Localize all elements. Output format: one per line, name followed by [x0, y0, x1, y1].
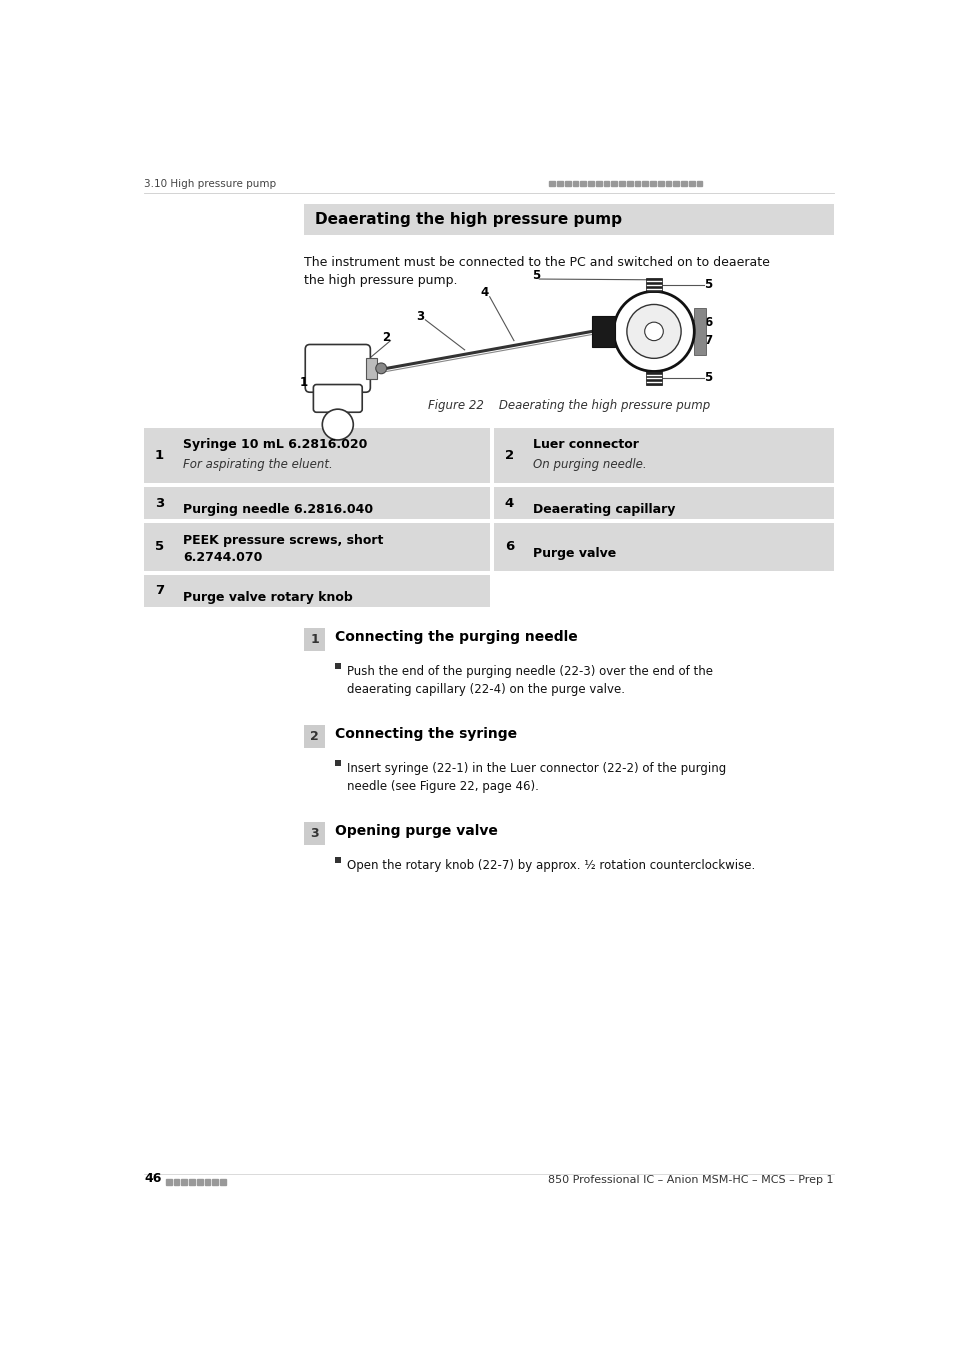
Bar: [596, 181, 601, 186]
Text: 7: 7: [154, 585, 164, 598]
Text: The instrument must be connected to the PC and switched on to deaerate
the high : The instrument must be connected to the …: [303, 256, 769, 288]
Text: 5: 5: [703, 371, 712, 385]
Text: Opening purge valve: Opening purge valve: [335, 825, 497, 838]
Bar: [196, 1179, 202, 1184]
Bar: [181, 1179, 187, 1184]
Text: 6.2744.070: 6.2744.070: [183, 551, 262, 564]
Bar: [220, 1179, 226, 1184]
Text: 3: 3: [416, 309, 423, 323]
Text: 5: 5: [154, 540, 164, 553]
Bar: [634, 181, 639, 186]
Bar: [613, 325, 615, 338]
Text: Purge valve rotary knob: Purge valve rotary knob: [183, 591, 353, 603]
Text: 46: 46: [144, 1172, 161, 1184]
FancyBboxPatch shape: [313, 385, 362, 412]
Text: Insert syringe (22-1) in the Luer connector (22-2) of the purging: Insert syringe (22-1) in the Luer connec…: [347, 761, 725, 775]
Circle shape: [644, 323, 662, 340]
Bar: [688, 181, 694, 186]
Text: 5: 5: [703, 278, 712, 292]
Bar: [587, 181, 594, 186]
Text: 7: 7: [703, 335, 712, 347]
Bar: [658, 181, 663, 186]
Circle shape: [626, 305, 680, 358]
Text: 2: 2: [504, 448, 514, 462]
Bar: [303, 725, 325, 748]
Text: Deaerating capillary: Deaerating capillary: [532, 504, 675, 516]
Text: Figure 22    Deaerating the high pressure pump: Figure 22 Deaerating the high pressure p…: [427, 400, 709, 412]
Text: Push the end of the purging needle (22-3) over the end of the: Push the end of the purging needle (22-3…: [347, 664, 712, 678]
Bar: [626, 181, 632, 186]
Bar: [144, 524, 490, 571]
Circle shape: [375, 363, 386, 374]
Circle shape: [613, 292, 694, 371]
Bar: [641, 181, 647, 186]
Circle shape: [322, 409, 353, 440]
Bar: [212, 1179, 218, 1184]
Bar: [693, 308, 705, 355]
Text: For aspirating the eluent.: For aspirating the eluent.: [183, 459, 333, 471]
Bar: [611, 181, 617, 186]
Text: Open the rotary knob (22-7) by approx. ½ rotation counterclockwise.: Open the rotary knob (22-7) by approx. ½…: [347, 859, 755, 872]
Bar: [173, 1179, 179, 1184]
Text: 2: 2: [310, 730, 318, 742]
Bar: [549, 181, 555, 186]
Bar: [494, 524, 833, 571]
Text: 6: 6: [703, 316, 712, 328]
FancyBboxPatch shape: [305, 344, 370, 393]
Bar: [144, 487, 490, 520]
Text: 2: 2: [381, 331, 390, 344]
Text: needle (see Figure 22, page 46).: needle (see Figure 22, page 46).: [347, 780, 538, 794]
Bar: [335, 760, 340, 767]
Bar: [665, 181, 671, 186]
Bar: [557, 181, 562, 186]
Text: 3: 3: [310, 828, 318, 840]
Text: Deaerating the high pressure pump: Deaerating the high pressure pump: [315, 212, 621, 227]
Text: Syringe 10 mL 6.2816.020: Syringe 10 mL 6.2816.020: [183, 439, 367, 451]
Bar: [166, 1179, 172, 1184]
Bar: [494, 428, 833, 483]
Text: deaerating capillary (22-4) on the purge valve.: deaerating capillary (22-4) on the purge…: [347, 683, 624, 697]
Text: Purge valve: Purge valve: [532, 547, 616, 560]
Bar: [204, 1179, 210, 1184]
Text: 4: 4: [504, 497, 514, 509]
Bar: [645, 371, 661, 385]
Bar: [564, 181, 570, 186]
Bar: [618, 181, 624, 186]
Text: 1: 1: [310, 633, 318, 645]
Text: 3.10 High pressure pump: 3.10 High pressure pump: [144, 178, 275, 189]
Text: Purging needle 6.2816.040: Purging needle 6.2816.040: [183, 504, 373, 516]
Bar: [649, 181, 656, 186]
Bar: [673, 181, 679, 186]
Text: 6: 6: [504, 540, 514, 553]
Bar: [335, 663, 340, 670]
Text: 4: 4: [480, 286, 489, 300]
Bar: [645, 278, 661, 292]
Text: Luer connector: Luer connector: [532, 439, 638, 451]
Text: 1: 1: [299, 377, 308, 390]
Bar: [603, 181, 609, 186]
Bar: [680, 181, 686, 186]
Text: Connecting the syringe: Connecting the syringe: [335, 728, 517, 741]
Bar: [592, 316, 615, 347]
Text: On purging needle.: On purging needle.: [532, 459, 646, 471]
Bar: [303, 822, 325, 845]
Bar: [696, 181, 701, 186]
Bar: [144, 575, 490, 608]
Bar: [189, 1179, 194, 1184]
Bar: [303, 204, 833, 235]
Text: 3: 3: [154, 497, 164, 509]
Bar: [144, 428, 490, 483]
Text: 850 Professional IC – Anion MSM-HC – MCS – Prep 1: 850 Professional IC – Anion MSM-HC – MCS…: [548, 1174, 833, 1184]
Bar: [572, 181, 578, 186]
Bar: [494, 487, 833, 520]
Bar: [365, 358, 376, 379]
Bar: [335, 857, 340, 864]
Bar: [579, 181, 585, 186]
Text: Connecting the purging needle: Connecting the purging needle: [335, 630, 577, 644]
Bar: [303, 628, 325, 651]
Text: PEEK pressure screws, short: PEEK pressure screws, short: [183, 533, 383, 547]
Text: 1: 1: [154, 448, 164, 462]
Text: 5: 5: [532, 270, 539, 282]
